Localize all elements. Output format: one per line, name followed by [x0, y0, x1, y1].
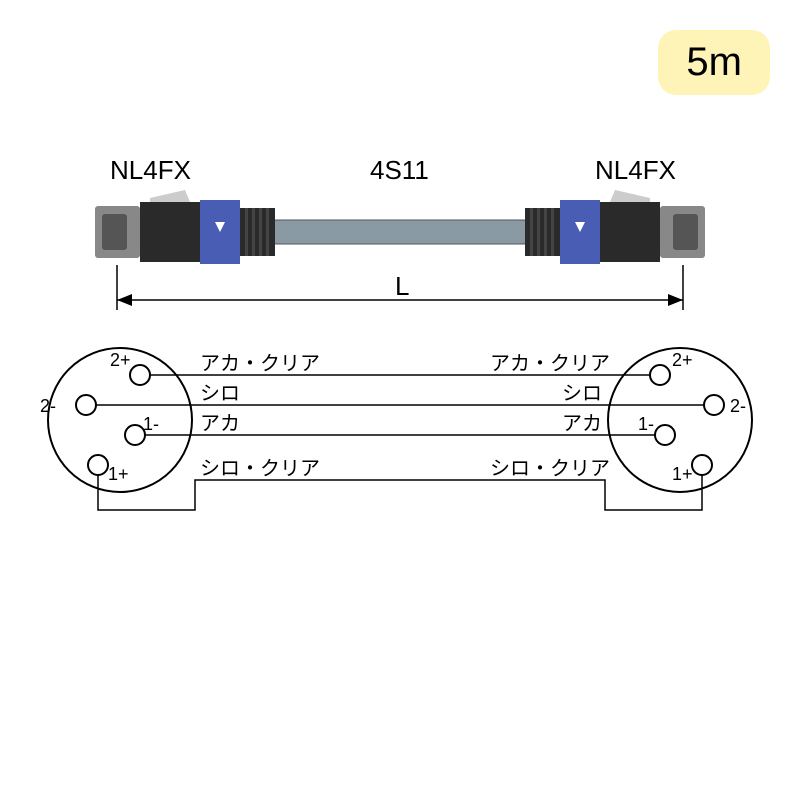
left-connector-label: NL4FX: [110, 155, 191, 186]
svg-text:1-: 1-: [143, 414, 159, 434]
svg-text:アカ・クリア: アカ・クリア: [200, 352, 320, 375]
svg-text:1+: 1+: [672, 464, 693, 484]
cable-body: [270, 220, 530, 244]
svg-text:シロ・クリア: シロ・クリア: [490, 457, 610, 480]
right-connector-label: NL4FX: [595, 155, 676, 186]
right-pinout: 2+ 2- 1- 1+: [608, 348, 752, 492]
wire-labels: アカ・クリア アカ・クリア シロ シロ アカ アカ シロ・クリア シロ・クリア: [200, 352, 610, 480]
dimension-line: L: [117, 265, 683, 310]
cable-type-label: 4S11: [370, 155, 429, 186]
svg-text:2+: 2+: [672, 350, 693, 370]
svg-text:1+: 1+: [108, 464, 129, 484]
svg-text:シロ・クリア: シロ・クリア: [200, 457, 320, 480]
svg-text:2-: 2-: [40, 396, 56, 416]
svg-text:アカ: アカ: [562, 413, 602, 435]
diagram-svg: L 2+ 2- 1- 1+ 2+ 2- 1- 1+: [40, 180, 760, 580]
length-badge: 5m: [658, 30, 770, 95]
svg-text:アカ: アカ: [200, 413, 240, 435]
svg-text:1-: 1-: [638, 414, 654, 434]
svg-text:2-: 2-: [730, 396, 746, 416]
left-connector: [95, 190, 275, 264]
dim-label: L: [395, 271, 409, 301]
right-connector: [525, 190, 705, 264]
left-pinout: 2+ 2- 1- 1+: [40, 348, 192, 492]
cable-diagram: NL4FX 4S11 NL4FX: [40, 180, 760, 580]
svg-text:シロ: シロ: [562, 383, 602, 405]
svg-text:2+: 2+: [110, 350, 131, 370]
svg-text:アカ・クリア: アカ・クリア: [490, 352, 610, 375]
svg-text:シロ: シロ: [200, 383, 240, 405]
